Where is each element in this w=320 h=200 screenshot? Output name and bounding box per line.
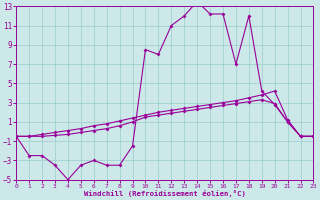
X-axis label: Windchill (Refroidissement éolien,°C): Windchill (Refroidissement éolien,°C) [84,190,246,197]
